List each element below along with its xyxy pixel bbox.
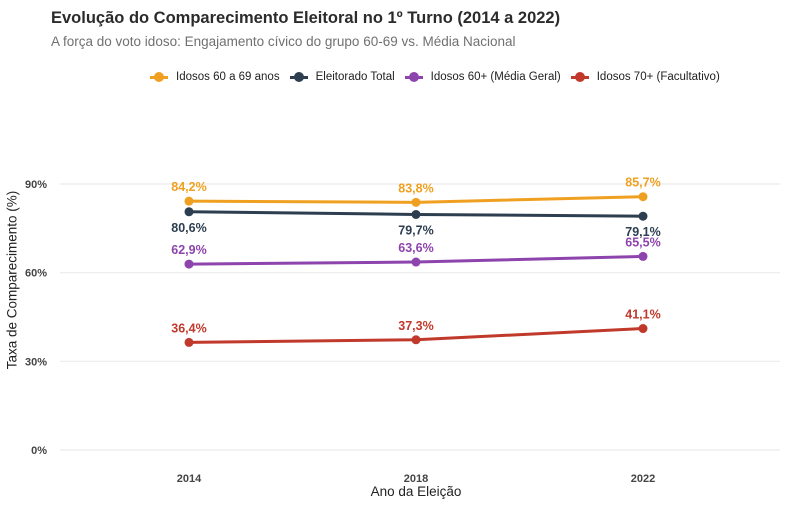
data-label: 65,5% bbox=[625, 235, 660, 249]
legend-key-icon bbox=[289, 71, 308, 83]
data-label: 79,1% bbox=[625, 225, 660, 239]
y-axis-label: Taxa de Comparecimento (%) bbox=[4, 190, 20, 370]
data-point bbox=[184, 259, 194, 269]
y-tick-label: 30% bbox=[25, 356, 47, 368]
data-point bbox=[638, 251, 648, 261]
legend-key-icon bbox=[150, 71, 168, 83]
data-label: 80,6% bbox=[171, 221, 206, 235]
data-label: 79,7% bbox=[398, 223, 433, 237]
legend-label: Idosos 70+ (Facultativo) bbox=[596, 71, 720, 83]
legend-key-icon bbox=[570, 71, 589, 83]
data-point bbox=[411, 209, 421, 219]
chart-title: Evolução do Comparecimento Eleitoral no … bbox=[51, 9, 561, 27]
data-point bbox=[411, 197, 421, 207]
x-axis-label: Ano da Eleição bbox=[370, 484, 462, 499]
legend-item-70plus[interactable]: Idosos 70+ (Facultativo) bbox=[570, 71, 720, 83]
y-tick-label: 60% bbox=[25, 268, 47, 280]
y-tick-label: 90% bbox=[25, 179, 47, 191]
legend-label: Idosos 60 a 69 anos bbox=[176, 71, 280, 83]
data-label: 85,7% bbox=[625, 176, 660, 190]
data-label: 36,4% bbox=[171, 321, 206, 335]
data-point bbox=[638, 324, 648, 334]
chart-subtitle: A força do voto idoso: Engajamento cívic… bbox=[51, 34, 516, 49]
data-point bbox=[638, 211, 648, 221]
legend-label: Idosos 60+ (Média Geral) bbox=[430, 71, 561, 83]
data-point bbox=[184, 196, 194, 206]
legend-item-60plus[interactable]: Idosos 60+ (Média Geral) bbox=[404, 71, 561, 83]
legend-item-total[interactable]: Eleitorado Total bbox=[289, 71, 395, 83]
legend-item-60-69[interactable]: Idosos 60 a 69 anos bbox=[150, 71, 280, 83]
legend-label: Eleitorado Total bbox=[315, 71, 395, 83]
data-label: 37,3% bbox=[398, 319, 433, 333]
data-label: 83,8% bbox=[398, 181, 433, 195]
data-label: 62,9% bbox=[171, 243, 206, 257]
x-tick-label: 2018 bbox=[404, 473, 428, 485]
data-point bbox=[411, 257, 421, 267]
data-point bbox=[411, 335, 421, 345]
legend-key-icon bbox=[404, 71, 423, 83]
data-label: 84,2% bbox=[171, 180, 206, 194]
y-tick-label: 0% bbox=[31, 445, 47, 457]
legend: Idosos 60 a 69 anos Eleitorado Total Ido… bbox=[150, 71, 730, 83]
data-point bbox=[638, 192, 648, 202]
data-point bbox=[184, 337, 194, 347]
data-point bbox=[184, 207, 194, 217]
x-tick-label: 2014 bbox=[177, 473, 202, 485]
data-label: 63,6% bbox=[398, 241, 433, 255]
x-tick-label: 2022 bbox=[631, 473, 655, 485]
data-label: 41,1% bbox=[625, 308, 660, 322]
